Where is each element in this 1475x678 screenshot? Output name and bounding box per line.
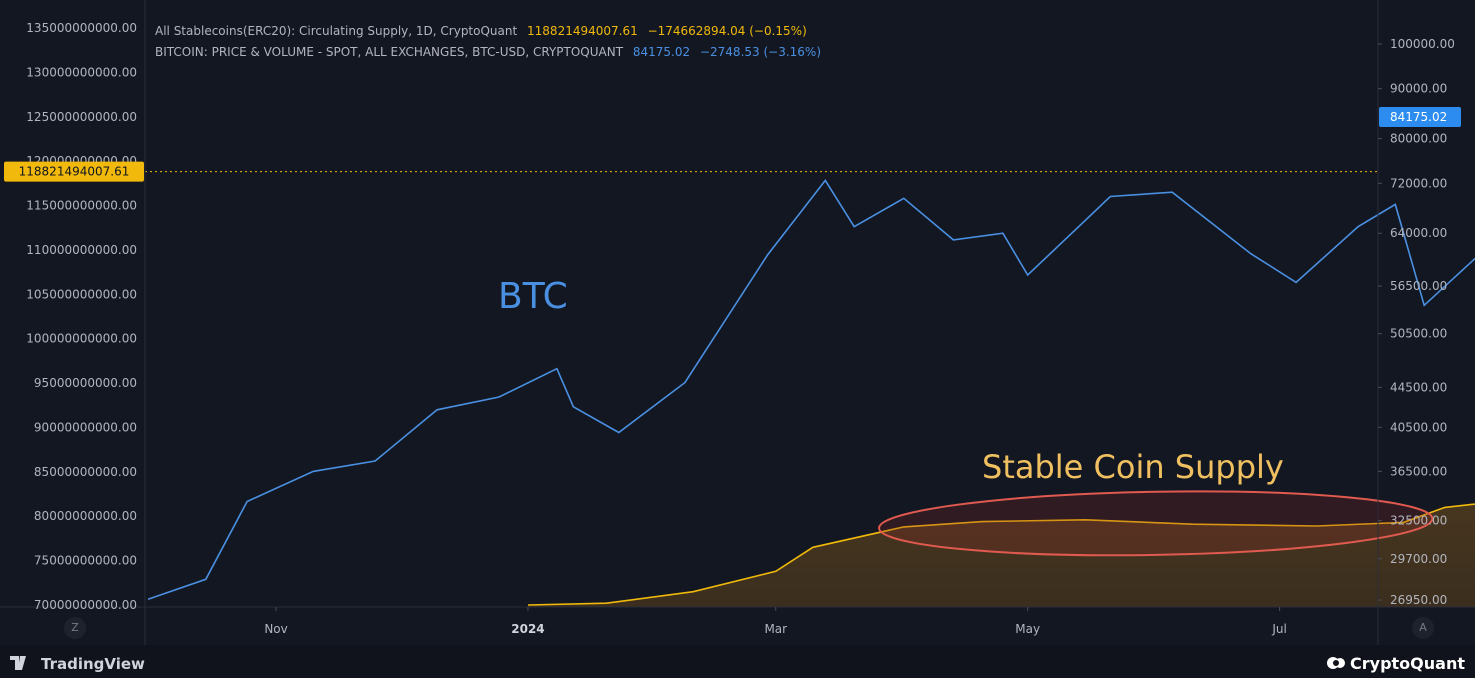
btc-annotation-label: BTC	[498, 276, 568, 317]
time-axis-tick-label: Mar	[764, 622, 787, 636]
stable-annotation-label: Stable Coin Supply	[982, 448, 1284, 486]
right-axis-tick-label: 72000.00	[1390, 176, 1447, 190]
auto-scale-left-button[interactable]: Z	[64, 617, 86, 639]
annotation-layer: BTC Stable Coin Supply	[145, 171, 1434, 557]
cryptoquant-logo: CryptoQuant	[1326, 654, 1465, 673]
left-axis-tick-label: 85000000000.00	[34, 465, 137, 479]
left-axis-tick-label: 70000000000.00	[34, 598, 137, 612]
tradingview-logo[interactable]: TradingView	[10, 655, 145, 673]
auto-scale-right-button[interactable]: A	[1412, 617, 1434, 639]
left-axis-tick-label: 100000000000.00	[26, 332, 137, 346]
right-axis-tick-label: 64000.00	[1390, 226, 1447, 240]
tradingview-text: TradingView	[41, 655, 145, 673]
right-axis-tick-label: 100000.00	[1390, 37, 1455, 51]
legend-stable-value: 118821494007.61	[527, 24, 638, 38]
cryptoquant-text: CryptoQuant	[1350, 654, 1465, 673]
stable-current-value-text: 118821494007.61	[19, 165, 130, 179]
left-axis-tick-label: 80000000000.00	[34, 509, 137, 523]
stable-supply-line	[527, 503, 1475, 606]
right-axis-tick-label: 90000.00	[1390, 82, 1447, 96]
chart-canvas[interactable]: BTC Stable Coin Supply 135000000000.00 130…	[0, 0, 1475, 645]
area-layer	[527, 504, 1475, 607]
left-axis-tick-label: 135000000000.00	[26, 21, 137, 35]
left-axis-tick-label: 115000000000.00	[26, 199, 137, 213]
right-axis-tick-label: 26950.00	[1390, 593, 1447, 607]
line-layer	[147, 179, 1475, 606]
right-axis-tick-label: 44500.00	[1390, 380, 1447, 394]
left-axis-tick-label: 105000000000.00	[26, 287, 137, 301]
left-axis-tick-label: 110000000000.00	[26, 243, 137, 257]
right-axis-tick-label: 56500.00	[1390, 279, 1447, 293]
left-axis-tick-label: 130000000000.00	[26, 65, 137, 79]
legend-stablecoin[interactable]: All Stablecoins(ERC20): Circulating Supp…	[155, 24, 813, 38]
legend-btc-change: −2748.53 (−3.16%)	[699, 45, 821, 59]
stable-supply-area	[527, 504, 1475, 607]
time-axis-tick-label: May	[1015, 622, 1040, 636]
right-axis-tick-label: 29700.00	[1390, 552, 1447, 566]
cryptoquant-icon	[1327, 657, 1346, 669]
left-axis-tick-label: 125000000000.00	[26, 110, 137, 124]
right-axis-tick-label: 80000.00	[1390, 132, 1447, 146]
left-axis-tick-label: 95000000000.00	[34, 376, 137, 390]
footer-bar: TradingView CryptoQuant	[0, 645, 1475, 678]
right-axis-tick-label: 36500.00	[1390, 464, 1447, 478]
highlight-ellipse	[878, 490, 1434, 557]
right-axis-tick-label: 40500.00	[1390, 420, 1447, 434]
btc-current-value-tag	[1379, 107, 1461, 128]
legend-btc-value: 84175.02	[632, 45, 691, 59]
right-axis-tick-label: 32500.00	[1390, 514, 1447, 528]
left-axis-tick-label: 75000000000.00	[34, 554, 137, 568]
legend-btc[interactable]: BITCOIN: PRICE & VOLUME - SPOT, ALL EXCH…	[155, 45, 827, 59]
stable-current-value-tag	[4, 161, 144, 182]
legend-stable-name: All Stablecoins(ERC20): Circulating Supp…	[155, 24, 518, 38]
axes	[0, 0, 1475, 645]
legend-stable-change: −174662894.04 (−0.15%)	[647, 24, 807, 38]
btc-current-value-text: 84175.02	[1390, 110, 1447, 124]
right-axis-tick-label: 50500.00	[1390, 327, 1447, 341]
time-axis-tick-label: 2024	[511, 622, 544, 636]
time-axis-tick-label: Nov	[264, 622, 287, 636]
btc-price-line	[147, 179, 1475, 600]
time-axis-tick-label: Jul	[1271, 622, 1286, 636]
left-axis-tick-label: 90000000000.00	[34, 420, 137, 434]
legend-btc-name: BITCOIN: PRICE & VOLUME - SPOT, ALL EXCH…	[155, 45, 624, 59]
tradingview-icon	[10, 656, 28, 670]
axis-labels: 135000000000.00 130000000000.00 1250000000…	[4, 21, 1461, 636]
